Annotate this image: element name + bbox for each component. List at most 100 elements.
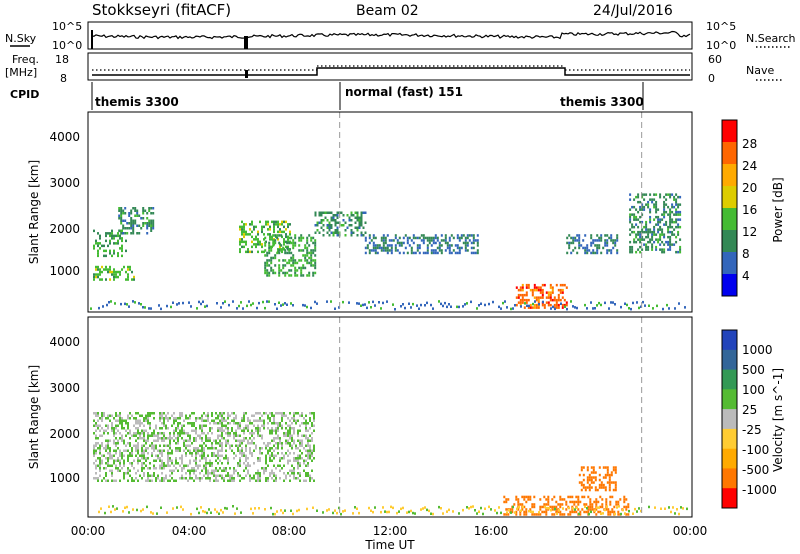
power-cell: [105, 278, 107, 281]
velocity-cell: [263, 412, 265, 415]
velocity-cell: [95, 442, 97, 445]
velocity-cell: [209, 422, 211, 425]
velocity-cell: [209, 459, 211, 462]
power-cell: [659, 228, 662, 231]
velocity-cell: [257, 457, 259, 460]
velocity-cell: [139, 437, 141, 440]
velocity-cell: [543, 503, 546, 506]
velocity-cell: [119, 419, 121, 422]
velocity-cell: [273, 479, 275, 482]
power-cell: [531, 288, 534, 292]
power-cell: [328, 211, 331, 214]
power-ground-cell: [314, 300, 316, 304]
power-cell: [93, 275, 95, 279]
power-colorbar-band: [722, 164, 737, 187]
velocity-cell: [141, 477, 143, 480]
velocity-cell: [269, 442, 271, 445]
velocity-cell: [237, 447, 239, 450]
power-ticks: 4000 3000 2000 1000: [49, 130, 80, 278]
power-cell: [537, 298, 540, 302]
velocity-cell: [281, 442, 283, 445]
power-cell: [590, 244, 593, 247]
velocity-ground-cell: [372, 510, 374, 514]
velocity-cell: [133, 444, 135, 447]
power-cell: [280, 249, 283, 252]
power-cell: [602, 246, 605, 250]
power-cell: [113, 270, 115, 274]
power-cell: [368, 234, 371, 237]
power-cell: [671, 225, 674, 229]
power-cell: [294, 234, 297, 237]
power-cell: [287, 248, 289, 251]
power-cell: [138, 232, 141, 235]
velocity-cell: [95, 434, 97, 437]
velocity-cell: [600, 481, 603, 484]
power-cell: [643, 225, 646, 229]
velocity-ground-cell: [272, 512, 274, 516]
velocity-cell: [227, 472, 229, 475]
power-cell: [635, 250, 638, 254]
power-cell: [612, 246, 615, 250]
nsky-drop-mid: [244, 36, 248, 49]
power-cell: [653, 240, 656, 244]
velocity-cell: [105, 429, 107, 432]
power-cell: [133, 278, 135, 281]
velocity-cell: [293, 474, 295, 477]
velocity-cell: [147, 447, 149, 450]
velocity-cell: [177, 439, 179, 442]
velocity-cell: [147, 417, 149, 420]
power-cell: [476, 239, 479, 242]
power-cell: [257, 250, 259, 254]
power-cell: [521, 293, 524, 297]
velocity-cell: [285, 442, 287, 445]
velocity-cell: [219, 442, 221, 445]
velocity-cell: [269, 447, 271, 450]
power-cell: [430, 236, 433, 240]
power-cell: [356, 229, 359, 232]
velocity-cell: [243, 432, 245, 435]
power-cell: [336, 231, 339, 234]
power-cell: [643, 208, 646, 211]
power-cell: [432, 241, 435, 245]
power-cell: [336, 234, 339, 237]
velocity-cell: [517, 503, 520, 506]
velocity-cell: [281, 444, 283, 447]
velocity-cell: [177, 437, 179, 440]
velocity-cell: [143, 424, 145, 427]
velocity-cell: [607, 508, 610, 511]
power-cell: [117, 242, 119, 245]
velocity-cell: [606, 481, 609, 484]
velocity-cell: [101, 434, 103, 437]
velocity-cell: [525, 508, 528, 511]
power-cell: [438, 246, 441, 250]
power-cell: [310, 256, 313, 260]
velocity-cell: [231, 477, 233, 480]
power-cell: [314, 241, 317, 245]
velocity-cell: [573, 503, 576, 506]
velocity-cell: [177, 427, 179, 430]
power-cell: [266, 264, 269, 267]
velocity-cell: [289, 427, 291, 430]
velocity-cell: [299, 464, 301, 467]
velocity-cell: [181, 437, 183, 440]
power-cell: [406, 239, 409, 242]
power-ground-cell: [420, 303, 422, 307]
velocity-cell: [249, 474, 251, 477]
power-cell: [440, 244, 443, 247]
power-cell: [663, 195, 666, 199]
velocity-cell: [601, 503, 604, 506]
velocity-cell: [115, 414, 117, 417]
power-ground-cell: [610, 301, 612, 304]
velocity-cell: [269, 429, 271, 432]
velocity-cell: [121, 454, 123, 457]
velocity-cell: [511, 510, 514, 514]
velocity-cell: [577, 508, 580, 511]
velocity-cell: [95, 452, 97, 455]
power-cell: [442, 239, 445, 242]
power-cell: [120, 219, 123, 222]
power-cell: [651, 248, 654, 251]
power-ground-cell: [590, 301, 592, 304]
power-cell: [354, 216, 357, 219]
velocity-cell: [580, 466, 583, 469]
power-cell: [663, 233, 666, 236]
